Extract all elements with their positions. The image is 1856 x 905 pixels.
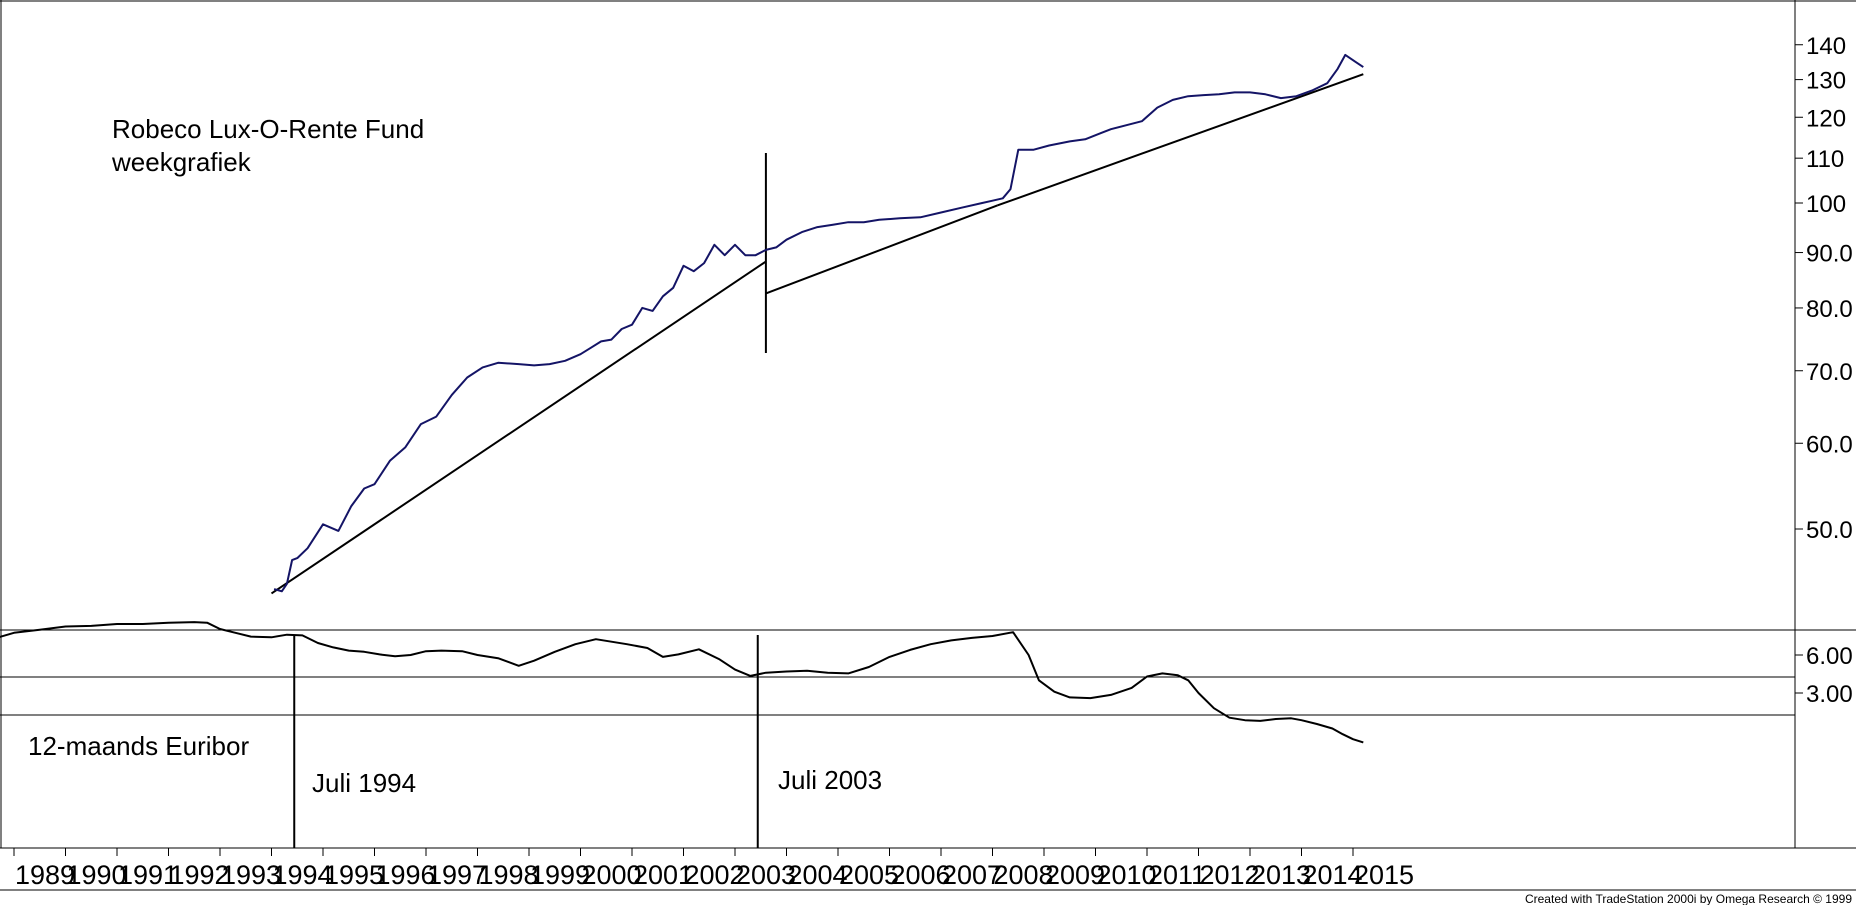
fund-chart-title: Robeco Lux-O-Rente Fund [112,114,424,144]
x-tick-label: 1989 [15,860,75,890]
fund-price-pane: 140 130 120 110 100 90.0 80.0 70.0 60.0 50.0 [270,33,1853,595]
x-tick-label: 2007 [942,860,1002,890]
fund-chart-subtitle: weekgrafiek [111,147,252,177]
fund-y-tick-label: 100 [1806,191,1846,218]
fund-y-tick-label: 130 [1806,68,1846,95]
x-tick-label: 2010 [1097,860,1157,890]
x-tick-label: 1991 [118,860,178,890]
x-tick-label: 1990 [67,860,127,890]
trendline [270,260,767,595]
fund-y-tick-label: 80.0 [1806,296,1853,323]
fund-y-tick-label: 60.0 [1806,431,1853,458]
credit-text: Created with TradeStation 2000i by Omega… [1525,892,1852,905]
x-tick-label: 2011 [1148,860,1206,890]
x-tick-label: 2008 [994,860,1054,890]
x-tick-label: 1996 [376,860,436,890]
euribor-y-tick-label: 6.00 [1806,643,1853,670]
fund-y-tick-label: 120 [1806,105,1846,132]
x-tick-label: 2001 [633,860,693,890]
x-tick-label: 2002 [685,860,745,890]
fund-y-tick-label: 70.0 [1806,359,1853,386]
x-tick-label: 1993 [221,860,281,890]
x-tick-label: 2004 [788,860,848,890]
x-tick-label: 2012 [1200,860,1260,890]
fund-price-series [273,53,1364,593]
annotation-juli-1994: Juli 1994 [312,768,416,798]
trendline [997,73,1364,207]
fund-y-tick-label: 110 [1806,146,1844,173]
x-tick-label: 2005 [839,860,899,890]
x-tick-label: 2009 [1045,860,1105,890]
euribor-pane: 6.00 3.00 [0,621,1853,848]
euribor-y-tick-label: 3.00 [1806,681,1853,708]
x-tick-label: 1995 [324,860,384,890]
x-tick-label: 1999 [530,860,590,890]
fund-y-tick-label: 50.0 [1806,517,1853,544]
x-tick-label: 2000 [582,860,642,890]
x-tick-label: 1994 [273,860,333,890]
euribor-chart-title: 12-maands Euribor [28,731,249,761]
x-tick-label: 2003 [736,860,796,890]
fund-y-tick-label: 90.0 [1806,241,1853,268]
x-tick-label: 1998 [479,860,539,890]
x-tick-label: 2006 [891,860,951,890]
annotation-juli-2003: Juli 2003 [778,765,882,795]
x-tick-label: 1992 [170,860,230,890]
euribor-series [0,621,1364,744]
x-tick-label: 2014 [1303,860,1363,890]
trendline [765,204,999,295]
x-tick-label: 1997 [427,860,487,890]
fund-y-tick-label: 140 [1806,33,1846,60]
x-tick-label: 2015 [1354,860,1414,890]
x-tick-label: 2013 [1251,860,1311,890]
x-axis: 1989199019911992199319941995199619971998… [13,848,1414,890]
